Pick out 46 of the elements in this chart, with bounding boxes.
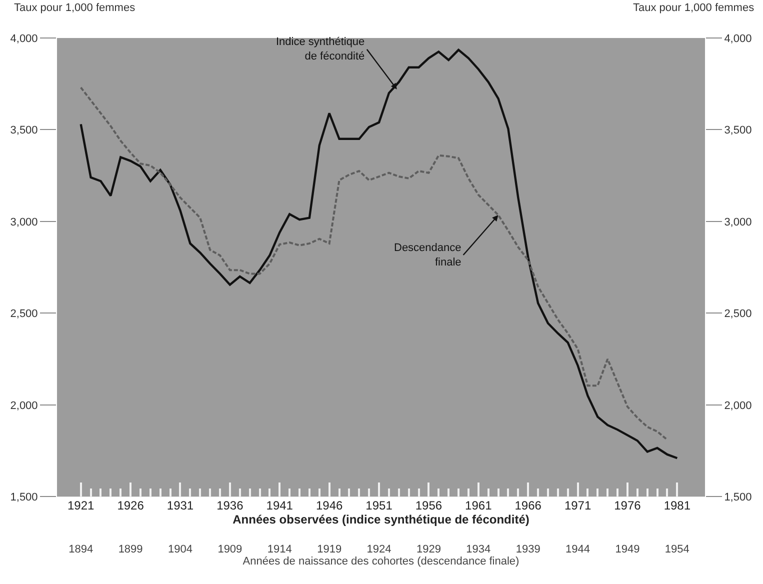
x-tick-label: 1946 (316, 498, 343, 513)
x2-tick-label: 1899 (118, 544, 143, 556)
y2-tick-label: 2,000 (724, 400, 752, 412)
x-tick-label: 1926 (117, 498, 144, 513)
y2-axis-title: Taux pour 1,000 femmes (633, 2, 755, 14)
annotation: Descendance finale (394, 242, 462, 268)
annotation: Indice synthétique de fécondité (276, 36, 365, 62)
x-tick-label: 1921 (68, 498, 95, 513)
y-tick-label: 4,000 (10, 32, 38, 45)
x-tick-label: 1936 (216, 498, 244, 513)
x2-tick-label: 1904 (168, 544, 192, 556)
x2-tick-label: 1934 (466, 544, 491, 556)
x-tick-label: 1951 (366, 498, 393, 513)
y-axis-title: Taux pour 1,000 femmes (14, 2, 136, 14)
x2-tick-label: 1919 (317, 544, 342, 556)
y-tick-label: 2,500 (10, 308, 38, 320)
x-tick-label: 1966 (514, 498, 542, 513)
x2-tick-label: 1939 (516, 544, 540, 556)
x-tick-label: 1931 (166, 498, 194, 513)
y-tick-label: 1,500 (10, 491, 38, 504)
x2-tick-label: 1949 (615, 544, 640, 556)
y-tick-label: 3,000 (10, 216, 38, 228)
x2-tick-label: 1929 (416, 544, 441, 556)
x-axis-title: Années observées (indice synthétique de fécondité) (232, 512, 530, 527)
y-tick-label: 3,500 (10, 124, 38, 137)
x-tick-label: 1941 (266, 498, 294, 513)
x2-tick-label: 1924 (366, 544, 392, 556)
line-series (80, 86, 668, 441)
x2-tick-label: 1914 (267, 544, 292, 556)
x-tick-label: 1971 (564, 498, 592, 513)
y2-tick-label: 3,000 (724, 216, 752, 228)
y-tick-label: 2,000 (10, 400, 38, 412)
x2-tick-label: 1909 (218, 544, 242, 556)
x-tick-label: 1976 (614, 498, 642, 513)
x2-tick-label: 1954 (664, 544, 690, 556)
y2-tick-label: 1,500 (724, 491, 752, 504)
x-tick-label: 1956 (415, 498, 442, 513)
x2-tick-label: 1894 (68, 544, 94, 556)
x-tick-label: 1981 (664, 498, 691, 513)
y2-tick-label: 4,000 (724, 32, 752, 45)
line-series (80, 48, 678, 460)
y2-tick-label: 3,500 (724, 124, 752, 137)
y2-tick-label: 2,500 (724, 308, 752, 320)
x2-axis-title: Années de naissance des cohortes (descendance finale) (242, 556, 520, 568)
x2-tick-label: 1944 (566, 544, 590, 556)
x-tick-label: 1961 (465, 498, 492, 513)
